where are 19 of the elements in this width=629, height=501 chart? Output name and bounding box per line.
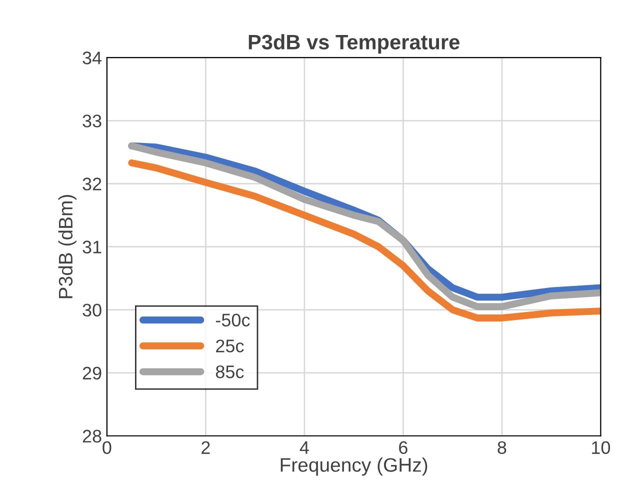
y-tick-label: 30 bbox=[82, 304, 102, 317]
x-tick-label: 6 bbox=[399, 441, 408, 454]
y-tick-label: 28 bbox=[82, 430, 102, 443]
x-tick-label: 0 bbox=[102, 441, 112, 454]
y-tick-label: 29 bbox=[82, 366, 102, 380]
y-tick-label: 32 bbox=[82, 178, 102, 190]
y-tick-label: 33 bbox=[82, 114, 102, 128]
x-axis-title: Frequency (GHz) bbox=[280, 458, 428, 476]
y-axis-title: P3dB (dBm) bbox=[58, 194, 76, 298]
y-tick-label: 31 bbox=[82, 240, 102, 254]
y-tick-label: 34 bbox=[82, 52, 102, 64]
x-tick-label: 4 bbox=[300, 441, 309, 454]
legend-label: -50c bbox=[216, 314, 250, 327]
x-tick-label: 2 bbox=[202, 441, 210, 454]
x-tick-label: 8 bbox=[498, 441, 506, 454]
legend-label: 25c bbox=[216, 340, 244, 352]
legend-label: 85c bbox=[216, 365, 244, 378]
chart-title: P3dB vs Temperature bbox=[248, 34, 460, 54]
x-tick-label: 10 bbox=[592, 441, 610, 454]
